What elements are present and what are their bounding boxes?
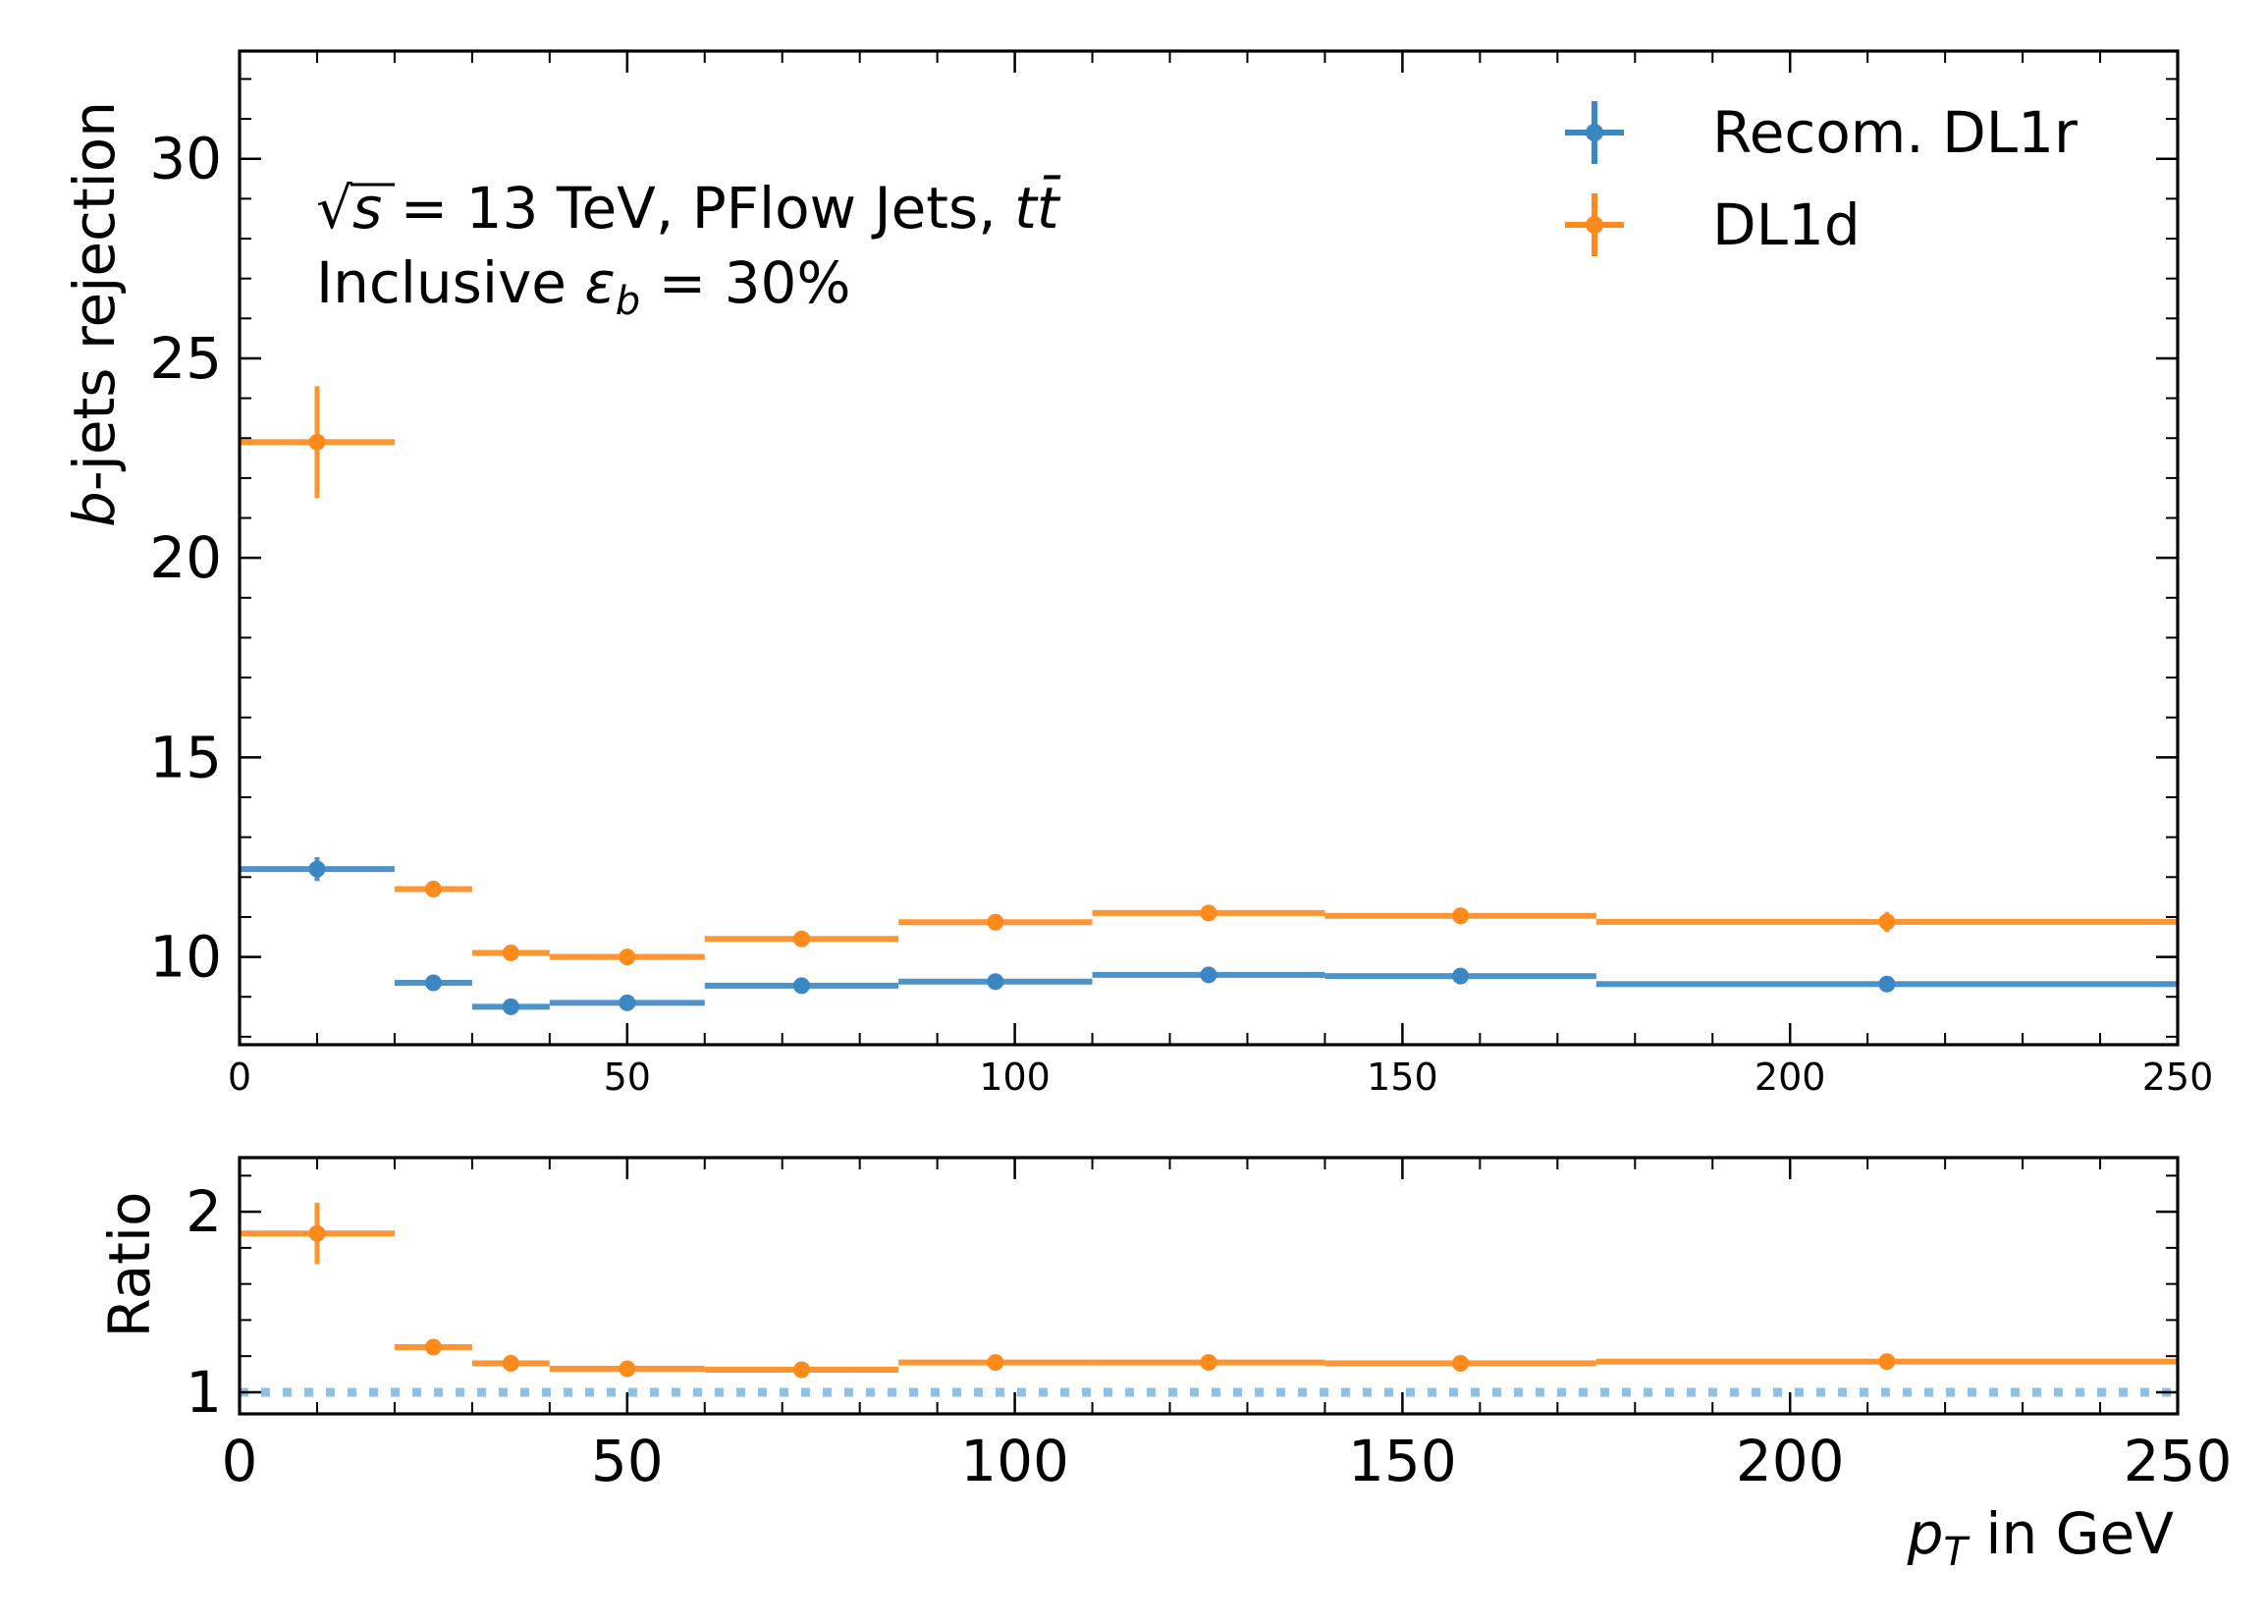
main-y-tick-label: 15 [149, 724, 222, 790]
legend-entry-dl1r: Recom. DL1r [1565, 99, 2078, 166]
main-x-tick-label: 100 [979, 1056, 1051, 1099]
legend-marker-dl1r-dot [1586, 124, 1603, 141]
ratio-x-tick-label: 100 [960, 1428, 1069, 1494]
main-y-tick-label: 25 [149, 325, 222, 392]
legend: Recom. DL1r DL1d [1565, 99, 2078, 258]
main-x-tick-label: 150 [1367, 1056, 1438, 1099]
main-dl1d-point [792, 930, 810, 947]
ratio-y-tick-label: 2 [186, 1178, 222, 1245]
main-series-dl1d [240, 386, 2178, 966]
ratio-series-dl1d [240, 1202, 2178, 1379]
main-dl1d-point [308, 433, 326, 451]
ratio-dl1d-point [424, 1338, 442, 1356]
ratio-x-tick-label: 0 [222, 1428, 258, 1494]
legend-label-dl1r: Recom. DL1r [1712, 99, 2078, 166]
main-y-tick-label: 10 [149, 924, 222, 991]
ratio-dl1d-point [1200, 1354, 1217, 1372]
main-y-axis-label: b-jets rejection [61, 101, 128, 527]
legend-entry-dl1d: DL1d [1565, 191, 1861, 258]
main-dl1d-point [1200, 904, 1217, 922]
main-dl1r-point [424, 974, 442, 992]
main-y-tick-label: 30 [149, 126, 222, 192]
main-axes-frame [238, 49, 2180, 1047]
ratio-y-tick-label: 1 [186, 1359, 222, 1426]
main-dl1r-point [502, 998, 519, 1015]
ratio-dl1d-point [502, 1355, 519, 1373]
main-dl1r-point [308, 860, 326, 878]
main-plot-panel: 0 50 100 150 200 250 10 15 20 25 30 [149, 49, 2214, 1099]
main-dl1d-point [1878, 913, 1896, 931]
main-dl1r-point [792, 977, 810, 995]
main-dl1d-point [424, 880, 442, 897]
main-dl1d-point [1452, 907, 1470, 925]
main-dl1r-point [1200, 966, 1217, 984]
legend-marker-dl1d-dot [1586, 216, 1603, 234]
main-x-tick-label: 0 [228, 1056, 251, 1099]
plot-annotation: √s = 13 TeV, PFlow Jets, tt̄ Inclusive ε… [316, 173, 1061, 324]
main-dl1r-point [1452, 967, 1470, 985]
x-axis-label: pT in GeV [1907, 1500, 2175, 1575]
main-dl1r-point [619, 994, 636, 1011]
ratio-x-tick-label: 150 [1348, 1428, 1457, 1494]
main-dl1d-point [502, 945, 519, 962]
main-x-tick-label: 50 [604, 1056, 651, 1099]
ratio-x-tick-label: 200 [1736, 1428, 1845, 1494]
ratio-dl1d-point [308, 1224, 326, 1242]
main-dl1r-point [987, 973, 1004, 991]
main-dl1d-point [619, 948, 636, 966]
ratio-y-axis-label: Ratio [96, 1192, 163, 1338]
main-dl1d-point [987, 913, 1004, 931]
main-dl1r-point [1878, 975, 1896, 993]
ratio-dl1d-point [619, 1360, 636, 1378]
ratio-dl1d-point [1452, 1355, 1470, 1373]
legend-label-dl1d: DL1d [1712, 191, 1861, 258]
ratio-dl1d-point [792, 1361, 810, 1379]
main-x-tick-label: 250 [2142, 1056, 2214, 1099]
annotation-line-2: Inclusive εb = 30% [316, 249, 851, 324]
annotation-line-1: √s = 13 TeV, PFlow Jets, tt̄ [316, 173, 1061, 242]
ratio-plot-panel: 0 50 100 150 200 250 1 2 [186, 1156, 2233, 1494]
main-y-tick-label: 20 [149, 524, 222, 591]
main-series-dl1r [240, 856, 2178, 1015]
ratio-dl1d-point [1878, 1353, 1896, 1371]
ratio-axes-frame [238, 1156, 2180, 1416]
main-x-tick-label: 200 [1755, 1056, 1826, 1099]
ratio-dl1d-point [987, 1354, 1004, 1372]
ratio-x-tick-label: 50 [591, 1428, 664, 1494]
ratio-x-tick-label: 250 [2124, 1428, 2233, 1494]
